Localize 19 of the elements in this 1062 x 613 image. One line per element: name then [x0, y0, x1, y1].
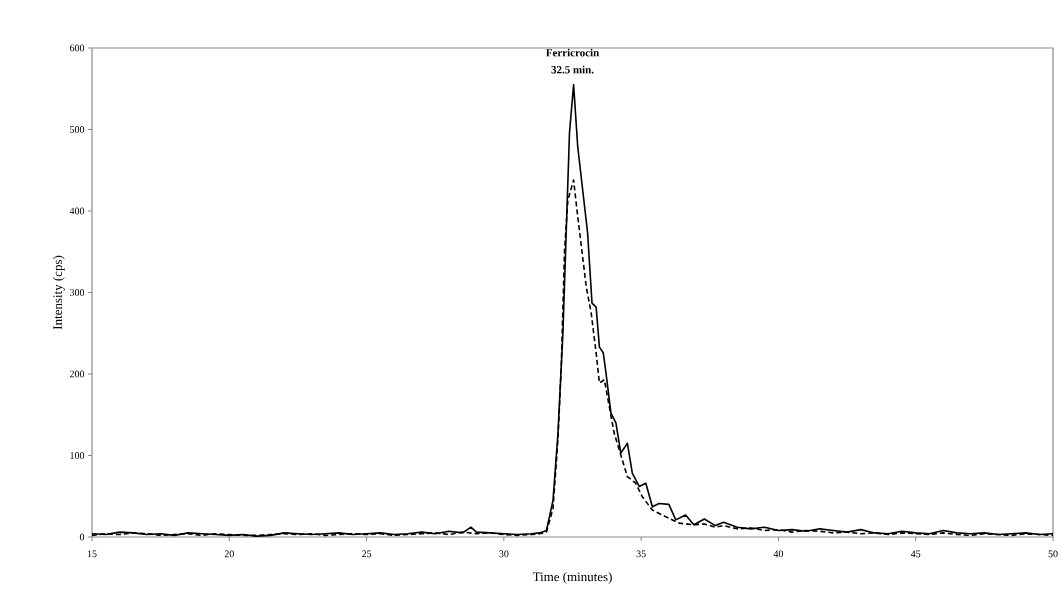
x-tick-label: 15 [87, 550, 97, 558]
annotation: 32.5 min. [551, 65, 594, 74]
y-tick-label: 200 [69, 370, 85, 378]
y-tick-label: 100 [70, 452, 85, 459]
y-tick-label: 300 [70, 289, 85, 296]
annotation: Ferricrocin [546, 48, 600, 57]
x-tick-label: 50 [1048, 550, 1058, 558]
y-tick-label: 600 [69, 44, 85, 52]
y-tick-label: 500 [70, 126, 85, 133]
x-axis-title: Time (minutes) [532, 572, 612, 584]
x-tick-label: 25 [362, 550, 372, 558]
y-axis-title: Intensity (cps) [52, 255, 65, 330]
x-tick-label: 45 [910, 550, 921, 558]
x-tick-label: 40 [773, 550, 784, 558]
y-tick-label: 400 [69, 207, 85, 215]
x-tick-label: 35 [636, 550, 646, 558]
y-tick-label: 0 [79, 533, 85, 541]
x-tick-label: 20 [224, 550, 234, 558]
x-tick-label: 30 [499, 550, 509, 558]
